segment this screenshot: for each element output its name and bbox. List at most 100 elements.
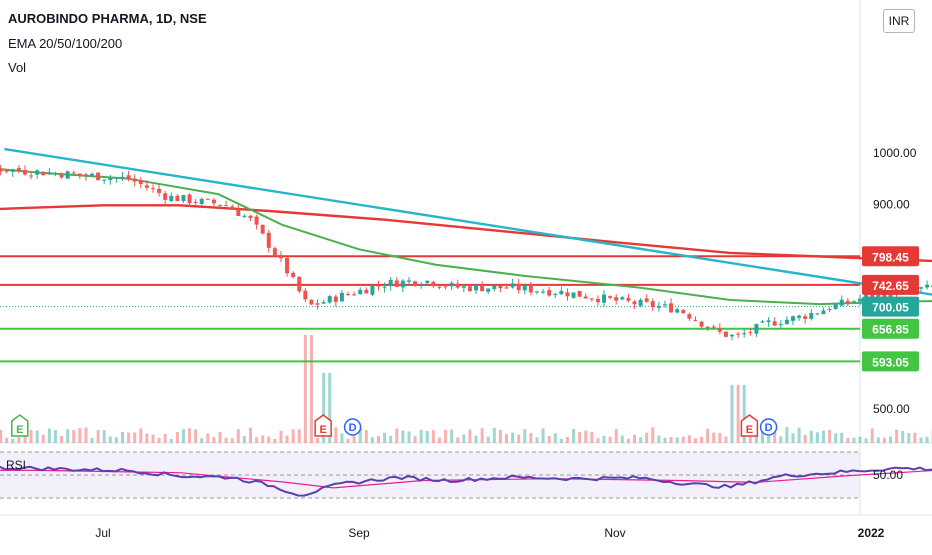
candle-body xyxy=(297,277,301,291)
candle xyxy=(413,281,417,287)
price-axis-label: 900.00 xyxy=(873,197,910,211)
earnings-marker-label: E xyxy=(16,424,23,436)
volume-bar xyxy=(560,439,563,443)
volume-bar xyxy=(779,436,782,443)
candle-body xyxy=(133,178,137,181)
candle xyxy=(121,172,125,181)
candle xyxy=(316,299,320,309)
volume-bar xyxy=(676,438,679,443)
dividend-marker[interactable]: D xyxy=(345,419,361,435)
candle-body xyxy=(565,292,569,296)
candle-body xyxy=(821,311,825,315)
candle xyxy=(517,279,521,293)
candle xyxy=(767,317,771,327)
ema-short-line[interactable] xyxy=(0,167,932,315)
candle xyxy=(212,198,216,206)
candle xyxy=(224,201,228,207)
candle-body xyxy=(261,225,265,234)
volume-bar xyxy=(103,430,106,443)
ema-legend[interactable]: EMA 20/50/100/200 xyxy=(8,36,122,51)
dividend-marker[interactable]: D xyxy=(761,419,777,435)
volume-bar xyxy=(840,433,843,443)
volume-bar xyxy=(115,437,118,443)
candle xyxy=(395,277,399,287)
volume-bar xyxy=(645,433,648,443)
price-badge-label: 798.45 xyxy=(872,250,909,264)
candle-body xyxy=(267,233,271,248)
candle-body xyxy=(127,175,131,179)
volume-bar xyxy=(60,436,63,443)
candle xyxy=(651,298,655,311)
currency-badge[interactable]: INR xyxy=(883,9,915,33)
volume-bar xyxy=(724,437,727,443)
candle-body xyxy=(108,178,112,180)
candle-body xyxy=(90,174,94,176)
volume-bar xyxy=(176,432,179,443)
candle-body xyxy=(401,281,405,288)
candle xyxy=(23,165,27,175)
candle xyxy=(163,191,167,205)
last-price-badge[interactable]: 700.05 xyxy=(862,297,919,317)
ema-long-line[interactable] xyxy=(0,205,932,278)
volume-bar xyxy=(414,436,417,443)
candle-body xyxy=(681,310,685,313)
candle xyxy=(840,295,844,306)
candle xyxy=(754,324,758,337)
volume-bar xyxy=(590,432,593,443)
volume-bar xyxy=(688,435,691,443)
candle xyxy=(0,165,3,176)
support-price-badge[interactable]: 593.05 xyxy=(862,351,919,371)
candle-body xyxy=(687,314,691,319)
candle-body xyxy=(639,300,643,306)
volume-bar xyxy=(651,427,654,443)
volume-bar xyxy=(895,430,898,443)
candle xyxy=(328,295,332,304)
time-axis-label: Jul xyxy=(95,526,110,540)
candle xyxy=(693,316,697,321)
volume-bar xyxy=(919,437,922,443)
volume-bar xyxy=(554,433,557,443)
price-axis-label: 500.00 xyxy=(873,402,910,416)
candle-body xyxy=(157,189,161,193)
candle xyxy=(541,289,545,294)
candle-body xyxy=(706,327,710,328)
rsi-axis-label: 50.00 xyxy=(873,468,903,482)
candle xyxy=(297,276,301,293)
volume-bar xyxy=(682,437,685,443)
candle xyxy=(718,323,722,334)
price-badge-label: 656.85 xyxy=(872,323,909,337)
volume-bar xyxy=(871,428,874,443)
rsi-legend[interactable]: RSI xyxy=(6,458,26,472)
volume-legend[interactable]: Vol xyxy=(8,60,26,75)
candle-body xyxy=(797,316,801,318)
candle xyxy=(815,313,819,315)
volume-bar xyxy=(767,436,770,443)
resistance-price-badge[interactable]: 798.45 xyxy=(862,246,919,266)
volume-bar xyxy=(54,430,57,443)
earnings-marker[interactable]: E xyxy=(12,415,28,436)
candle xyxy=(730,334,734,341)
candle xyxy=(614,294,618,305)
candle-body xyxy=(29,175,33,176)
support-price-badge[interactable]: 656.85 xyxy=(862,319,919,339)
candle xyxy=(639,298,643,307)
candle-body xyxy=(456,284,460,288)
candle-body xyxy=(419,284,423,286)
volume-bar xyxy=(475,436,478,443)
candle xyxy=(669,298,673,313)
volume-bar xyxy=(304,335,307,443)
candle xyxy=(511,279,515,289)
volume-bar xyxy=(365,430,368,443)
candle-body xyxy=(724,332,728,337)
volume-bar xyxy=(627,439,630,443)
price-badge-label: 593.05 xyxy=(872,355,909,369)
volume-bar xyxy=(225,438,228,443)
candle xyxy=(821,307,825,314)
volume-bar xyxy=(578,432,581,443)
resistance-price-badge[interactable]: 742.65 xyxy=(862,275,919,295)
candle-body xyxy=(17,168,21,171)
candle-body xyxy=(212,200,216,204)
candle-body xyxy=(121,177,125,178)
